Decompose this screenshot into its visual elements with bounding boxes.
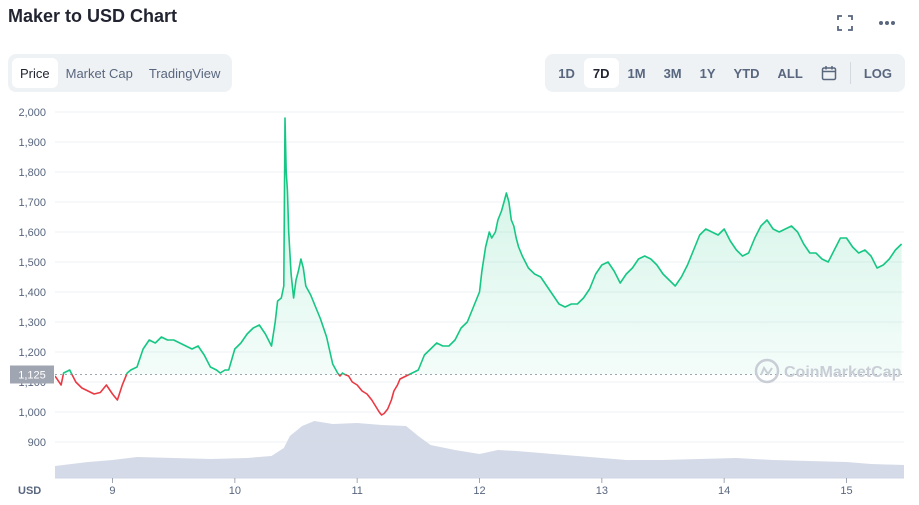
fullscreen-icon[interactable] xyxy=(833,12,857,34)
log-scale-toggle[interactable]: LOG xyxy=(863,65,892,81)
tabs-divider xyxy=(849,62,851,84)
tab-tradingview[interactable]: TradingView xyxy=(148,65,221,81)
tab-market-cap[interactable]: Market Cap xyxy=(65,65,133,81)
y-tick-label: 1,900 xyxy=(18,137,46,149)
more-icon[interactable] xyxy=(875,12,899,34)
chart-type-tabs: Price Market Cap TradingView xyxy=(8,54,233,92)
tab-price[interactable]: Price xyxy=(12,58,58,88)
x-tick-label: 14 xyxy=(718,485,730,497)
x-tick-label: 12 xyxy=(473,485,485,497)
page-title: Maker to USD Chart xyxy=(8,6,178,26)
baseline-label: 1,125 xyxy=(18,370,46,382)
y-tick-label: 1,500 xyxy=(18,257,46,269)
x-tick-label: 9 xyxy=(109,485,115,497)
time-range-tabs: 1D 7D 1M 3M 1Y YTD ALL LOG xyxy=(545,54,905,92)
currency-label: USD xyxy=(18,485,41,497)
x-tick-label: 11 xyxy=(351,485,362,497)
range-1m[interactable]: 1M xyxy=(627,65,646,81)
x-tick-label: 13 xyxy=(596,485,608,497)
y-tick-label: 1,200 xyxy=(18,347,46,359)
coinmarketcap-logo-mark xyxy=(760,365,773,376)
range-1y[interactable]: 1Y xyxy=(699,65,716,81)
header-actions xyxy=(833,12,899,34)
y-tick-label: 2,000 xyxy=(18,107,46,119)
y-tick-label: 1,800 xyxy=(18,167,46,179)
price-fill-area xyxy=(55,118,902,375)
y-tick-label: 1,700 xyxy=(18,197,46,209)
baseline-label-bg xyxy=(10,365,54,384)
x-tick-label: 15 xyxy=(840,485,852,497)
x-tick-label: 10 xyxy=(229,485,241,497)
volume-area xyxy=(55,421,904,478)
y-tick-label: 1,300 xyxy=(18,317,46,329)
range-1d[interactable]: 1D xyxy=(558,65,575,81)
range-7d[interactable]: 7D xyxy=(583,58,619,88)
y-tick-label: 900 xyxy=(28,437,46,449)
y-tick-label: 1,000 xyxy=(18,407,46,419)
watermark-text: CoinMarketCap xyxy=(784,364,902,381)
range-all[interactable]: ALL xyxy=(777,65,803,81)
range-3m[interactable]: 3M xyxy=(663,65,682,81)
calendar-icon[interactable] xyxy=(812,58,846,88)
price-line-above-baseline xyxy=(62,117,903,375)
coinmarketcap-logo xyxy=(754,358,780,384)
y-tick-label: 1,400 xyxy=(18,287,46,299)
y-tick-label: 1,600 xyxy=(18,227,46,239)
range-ytd[interactable]: YTD xyxy=(733,65,760,81)
